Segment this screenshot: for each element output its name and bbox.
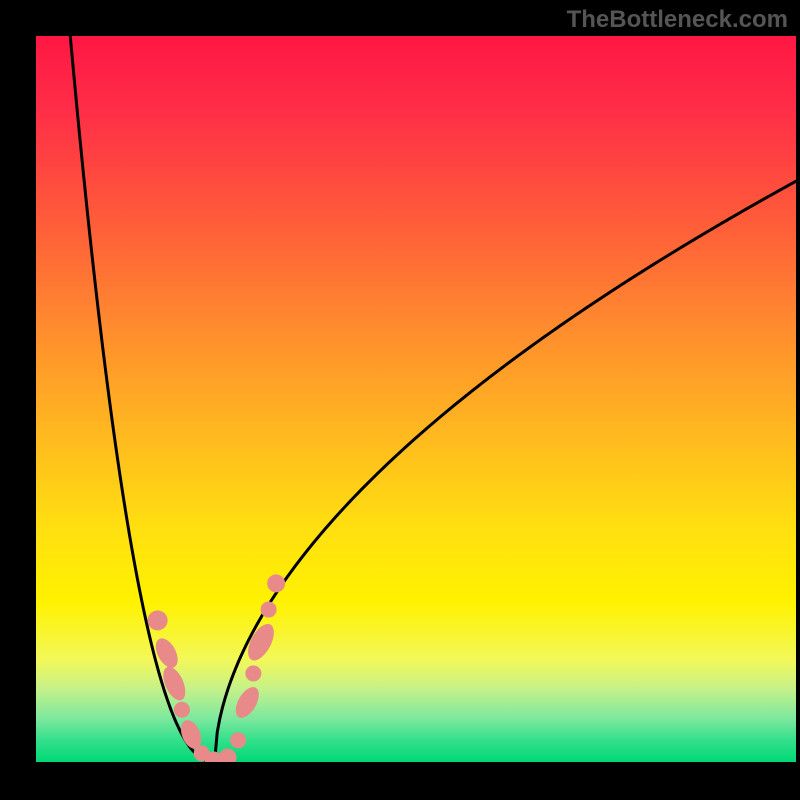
data-marker (261, 602, 277, 618)
data-marker (245, 665, 261, 681)
curve-overlay (0, 0, 800, 800)
data-marker (267, 574, 285, 592)
chart-container: TheBottleneck.com (0, 0, 800, 800)
data-marker (148, 610, 168, 630)
bottleneck-curve (66, 0, 796, 762)
data-marker (231, 683, 264, 721)
data-marker (174, 702, 190, 718)
data-marker (230, 732, 246, 748)
data-marker (219, 749, 237, 767)
watermark-label: TheBottleneck.com (567, 6, 788, 34)
